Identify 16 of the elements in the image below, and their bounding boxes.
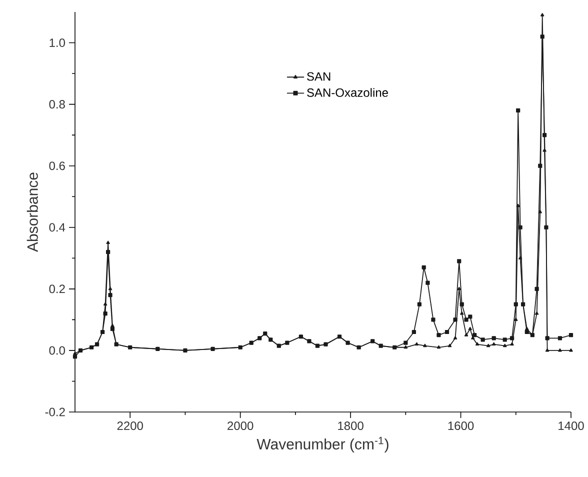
y-axis-title: Absorbance — [26, 172, 38, 252]
y-tick-label: 0.0 — [49, 346, 65, 355]
y-tick-label: 1.0 — [50, 38, 65, 48]
y-tick-label: 0.4 — [49, 223, 66, 232]
x-tick-label: 2000 — [228, 422, 254, 430]
y-tick-label: 0.6 — [49, 162, 65, 170]
legend-label: SAN-Oxazoline — [307, 88, 388, 97]
x-tick-label: 2200 — [117, 422, 143, 430]
x-tick-label: 1400 — [558, 422, 584, 430]
x-tick-label: 1800 — [338, 422, 364, 430]
legend-label: SAN — [307, 72, 330, 81]
x-tick-label: 1600 — [448, 422, 474, 430]
x-axis-title: Wavenumber (cm$^{-1}$) — [256, 436, 388, 452]
y-tick-label: -0.2 — [45, 408, 65, 416]
y-tick-label: 0.2 — [49, 284, 65, 294]
y-tick-label: 0.8 — [49, 100, 65, 109]
